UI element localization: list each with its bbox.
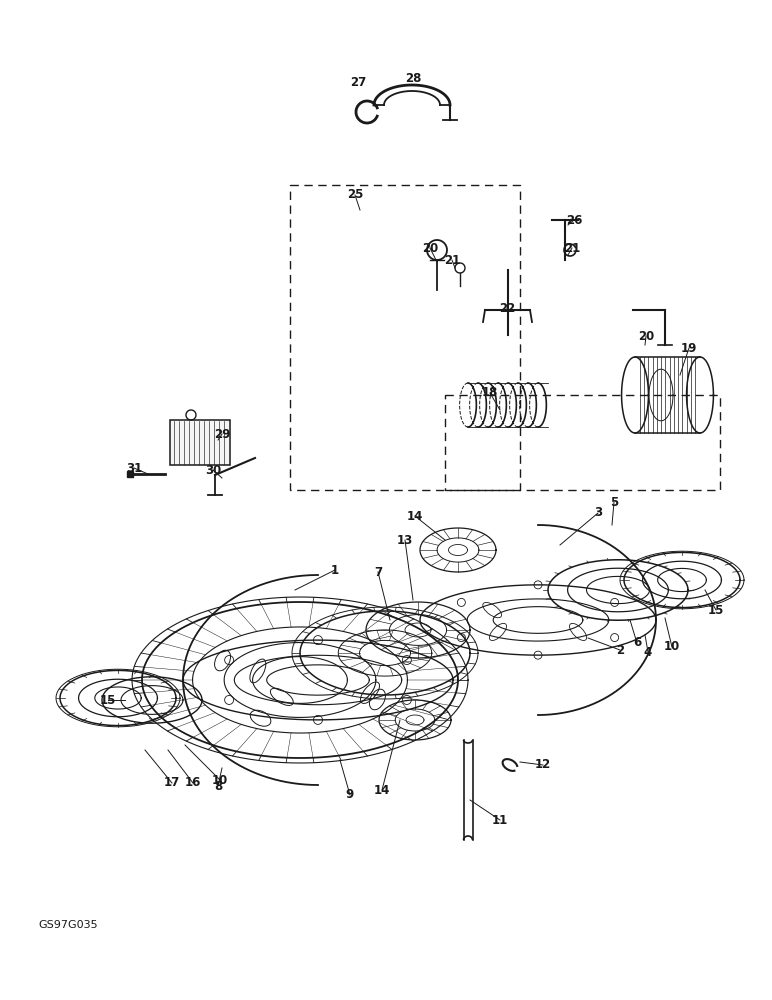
Text: 10: 10 [212,774,228,786]
Text: 7: 7 [374,566,382,578]
Text: 15: 15 [100,694,117,706]
Text: 14: 14 [407,510,423,522]
Text: 5: 5 [610,495,618,508]
Text: 10: 10 [664,641,680,654]
Text: 18: 18 [482,386,498,399]
Text: 1: 1 [331,564,339,576]
Text: 26: 26 [566,214,582,227]
Bar [170,420,230,465]
Text: 9: 9 [346,788,354,802]
Text: 19: 19 [681,342,697,355]
Text: 17: 17 [164,776,180,790]
Text: 4: 4 [644,646,652,658]
Text: 6: 6 [633,637,641,650]
Text: 21: 21 [564,241,580,254]
Text: 22: 22 [499,302,515,314]
Text: 15: 15 [708,603,724,616]
Text: 13: 13 [397,534,413,546]
Text: 2: 2 [616,644,624,656]
Text: 16: 16 [185,776,201,790]
Text: 25: 25 [347,188,363,202]
Text: 3: 3 [594,506,602,520]
Text: 20: 20 [422,241,438,254]
Text: 8: 8 [214,780,222,792]
Text: GS97G035: GS97G035 [38,920,97,930]
Bar [290,185,520,490]
Text: 29: 29 [214,428,230,440]
Text: 27: 27 [350,76,366,89]
Text: 30: 30 [205,464,221,477]
Bar [445,395,720,490]
Text: 28: 28 [405,72,422,85]
Text: 11: 11 [492,814,508,826]
Text: 20: 20 [638,330,654,342]
Text: 14: 14 [374,784,390,796]
Text: 21: 21 [444,253,460,266]
Text: 12: 12 [535,758,551,772]
Text: 31: 31 [126,462,142,475]
